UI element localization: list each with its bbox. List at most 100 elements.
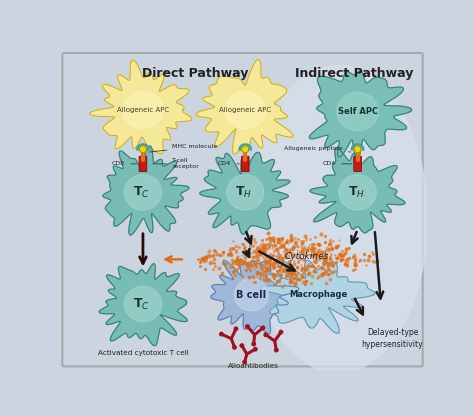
- Point: [369, 258, 377, 265]
- Point: [278, 243, 285, 249]
- Point: [301, 244, 308, 250]
- Point: [337, 251, 345, 258]
- Point: [274, 245, 282, 251]
- Ellipse shape: [337, 92, 379, 131]
- Point: [264, 230, 272, 237]
- Point: [316, 253, 323, 260]
- Point: [285, 253, 292, 259]
- Point: [278, 283, 286, 290]
- Point: [260, 248, 268, 255]
- Point: [256, 270, 264, 277]
- Point: [234, 258, 241, 264]
- Point: [254, 244, 261, 251]
- Point: [277, 275, 285, 281]
- Point: [312, 256, 320, 262]
- Point: [215, 265, 223, 271]
- Point: [238, 241, 246, 248]
- Point: [317, 264, 325, 271]
- Point: [275, 267, 283, 274]
- Point: [251, 261, 259, 267]
- Point: [304, 262, 312, 269]
- Polygon shape: [90, 60, 192, 154]
- Point: [337, 255, 345, 262]
- Point: [279, 270, 286, 277]
- Text: Allogeneic APC: Allogeneic APC: [219, 107, 271, 113]
- Point: [270, 248, 277, 254]
- Point: [325, 245, 333, 252]
- Point: [228, 260, 236, 266]
- Point: [278, 242, 285, 248]
- Point: [260, 276, 267, 283]
- Point: [315, 251, 323, 258]
- Point: [298, 273, 305, 280]
- Point: [232, 247, 240, 253]
- Point: [273, 278, 281, 285]
- Point: [240, 259, 247, 265]
- Point: [226, 245, 233, 251]
- Point: [331, 252, 339, 259]
- Point: [356, 256, 364, 263]
- Point: [223, 265, 230, 272]
- Point: [296, 248, 303, 255]
- Point: [329, 262, 337, 268]
- Point: [299, 247, 306, 253]
- Point: [276, 235, 283, 242]
- Point: [270, 263, 278, 270]
- Text: Indirect Pathway: Indirect Pathway: [294, 67, 413, 80]
- Point: [280, 266, 288, 273]
- Point: [234, 253, 241, 260]
- Point: [308, 250, 315, 257]
- Text: T$_C$: T$_C$: [133, 185, 150, 200]
- Point: [255, 252, 262, 258]
- Point: [275, 278, 283, 285]
- Point: [252, 239, 259, 246]
- Point: [277, 259, 284, 266]
- Text: Allogeneic peptide: Allogeneic peptide: [284, 146, 351, 152]
- Point: [369, 251, 376, 258]
- Point: [296, 276, 304, 282]
- Point: [302, 265, 310, 271]
- Point: [229, 261, 237, 267]
- Point: [254, 270, 262, 277]
- Point: [284, 264, 292, 271]
- Point: [326, 240, 333, 247]
- Point: [267, 237, 274, 244]
- Point: [256, 274, 264, 280]
- Point: [310, 240, 318, 247]
- Point: [322, 259, 329, 266]
- Point: [325, 259, 333, 266]
- Point: [344, 261, 351, 268]
- Point: [291, 238, 299, 245]
- Point: [225, 250, 232, 257]
- Point: [298, 265, 306, 271]
- Point: [290, 278, 297, 285]
- Point: [368, 249, 376, 256]
- FancyBboxPatch shape: [139, 156, 147, 171]
- Point: [234, 258, 242, 265]
- Point: [328, 260, 336, 267]
- Point: [282, 239, 290, 245]
- Point: [289, 269, 296, 276]
- Text: Activated cytotoxic T cell: Activated cytotoxic T cell: [98, 349, 188, 356]
- Point: [241, 244, 249, 251]
- Point: [254, 254, 261, 260]
- Point: [320, 248, 328, 255]
- Polygon shape: [260, 259, 375, 333]
- Point: [275, 256, 283, 262]
- Point: [303, 265, 310, 272]
- Point: [309, 272, 316, 279]
- Point: [247, 250, 255, 257]
- Point: [249, 254, 257, 261]
- Point: [332, 254, 340, 261]
- Point: [316, 241, 324, 248]
- Point: [291, 281, 299, 288]
- Point: [303, 247, 311, 253]
- Point: [299, 279, 307, 285]
- Point: [287, 274, 295, 280]
- Point: [328, 246, 336, 253]
- Point: [320, 270, 328, 276]
- Point: [311, 253, 319, 259]
- Point: [282, 253, 289, 260]
- Point: [307, 245, 315, 251]
- Point: [226, 263, 234, 270]
